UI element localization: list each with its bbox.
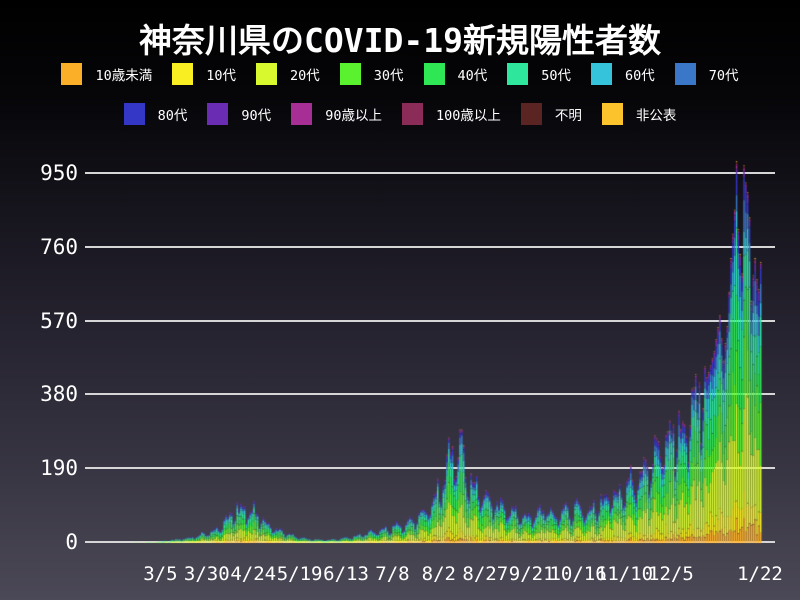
y-tick-label: 190 — [40, 455, 78, 480]
legend-label: 60代 — [625, 68, 655, 84]
legend-label: 10代 — [206, 68, 236, 84]
y-tick-label: 760 — [40, 235, 78, 260]
legend-swatch-icon — [207, 103, 229, 125]
x-tick-label: 5/19 — [276, 563, 323, 585]
legend-swatch-icon — [291, 103, 313, 125]
legend-swatch-icon — [601, 103, 623, 125]
legend-label: 30代 — [373, 68, 404, 84]
x-tick-label: 10/16 — [549, 563, 607, 585]
x-tick-label: 11/10 — [595, 563, 654, 585]
legend-item: 20代 — [255, 63, 320, 85]
legend-swatch-icon — [591, 63, 613, 85]
y-tick-label: 950 — [40, 161, 78, 186]
legend-item: 100歳以上 — [401, 103, 501, 125]
legend-label: 100歳以上 — [435, 108, 501, 124]
legend-item: 30代 — [339, 63, 404, 85]
legend-label: 10歳未満 — [95, 68, 153, 84]
x-tick-label: 1/22 — [737, 563, 783, 585]
x-tick-label: 9/21 — [508, 563, 555, 585]
legend-item: 70代 — [674, 63, 739, 85]
legend-swatch-icon — [123, 103, 145, 125]
legend-item: 不明 — [520, 103, 582, 125]
legend-item: 60代 — [591, 63, 655, 85]
legend-row-2: 80代 90代 90歳以上 100歳以上 不明 非公表 — [0, 103, 800, 125]
legend-label: 不明 — [554, 108, 582, 124]
legend-swatch-icon — [507, 63, 529, 85]
legend-swatch-icon — [339, 63, 361, 85]
x-tick-label: 3/5 — [143, 563, 178, 585]
legend-item: 50代 — [507, 63, 571, 85]
legend-item: 非公表 — [601, 103, 677, 125]
legend-item: 80代 — [123, 103, 188, 125]
legend-row-1: 10歳未満 10代 20代 30代 40代 50代 60代 70代 — [0, 63, 800, 85]
x-tick-label: 8/27 — [462, 563, 509, 585]
y-tick-label: 0 — [65, 529, 78, 554]
chart-title: 神奈川県のCOVID-19新規陽性者数 — [139, 21, 661, 60]
legend-swatch-icon — [61, 63, 83, 85]
x-tick-label: 8/2 — [421, 563, 457, 585]
legend-swatch-icon — [520, 103, 542, 125]
x-tick-label: 7/8 — [375, 563, 410, 585]
legend-label: 非公表 — [635, 108, 677, 124]
x-tick-label: 3/30 — [183, 563, 230, 585]
legend-label: 50代 — [541, 68, 572, 84]
legend-swatch-icon — [255, 63, 277, 85]
stacked-bars-canvas — [85, 155, 775, 545]
legend-label: 40代 — [457, 68, 488, 84]
legend-swatch-icon — [172, 63, 194, 85]
y-tick-label: 570 — [40, 308, 78, 333]
y-tick-label: 380 — [40, 382, 78, 407]
legend-label: 80代 — [157, 108, 188, 124]
legend-item: 10代 — [172, 63, 236, 85]
legend-label: 90代 — [241, 108, 272, 124]
legend-swatch-icon — [423, 63, 445, 85]
legend-swatch-icon — [401, 103, 423, 125]
legend-item: 40代 — [423, 63, 488, 85]
legend-item: 10歳未満 — [61, 63, 152, 85]
x-tick-label: 4/24 — [230, 563, 277, 585]
legend-item: 90歳以上 — [291, 103, 382, 125]
legend-label: 90歳以上 — [325, 108, 382, 124]
legend-label: 20代 — [289, 68, 320, 84]
legend-item: 90代 — [207, 103, 271, 125]
legend-swatch-icon — [674, 63, 696, 85]
x-tick-label: 6/13 — [323, 563, 369, 585]
legend-label: 70代 — [708, 68, 739, 84]
x-tick-label: 12/5 — [648, 563, 694, 585]
